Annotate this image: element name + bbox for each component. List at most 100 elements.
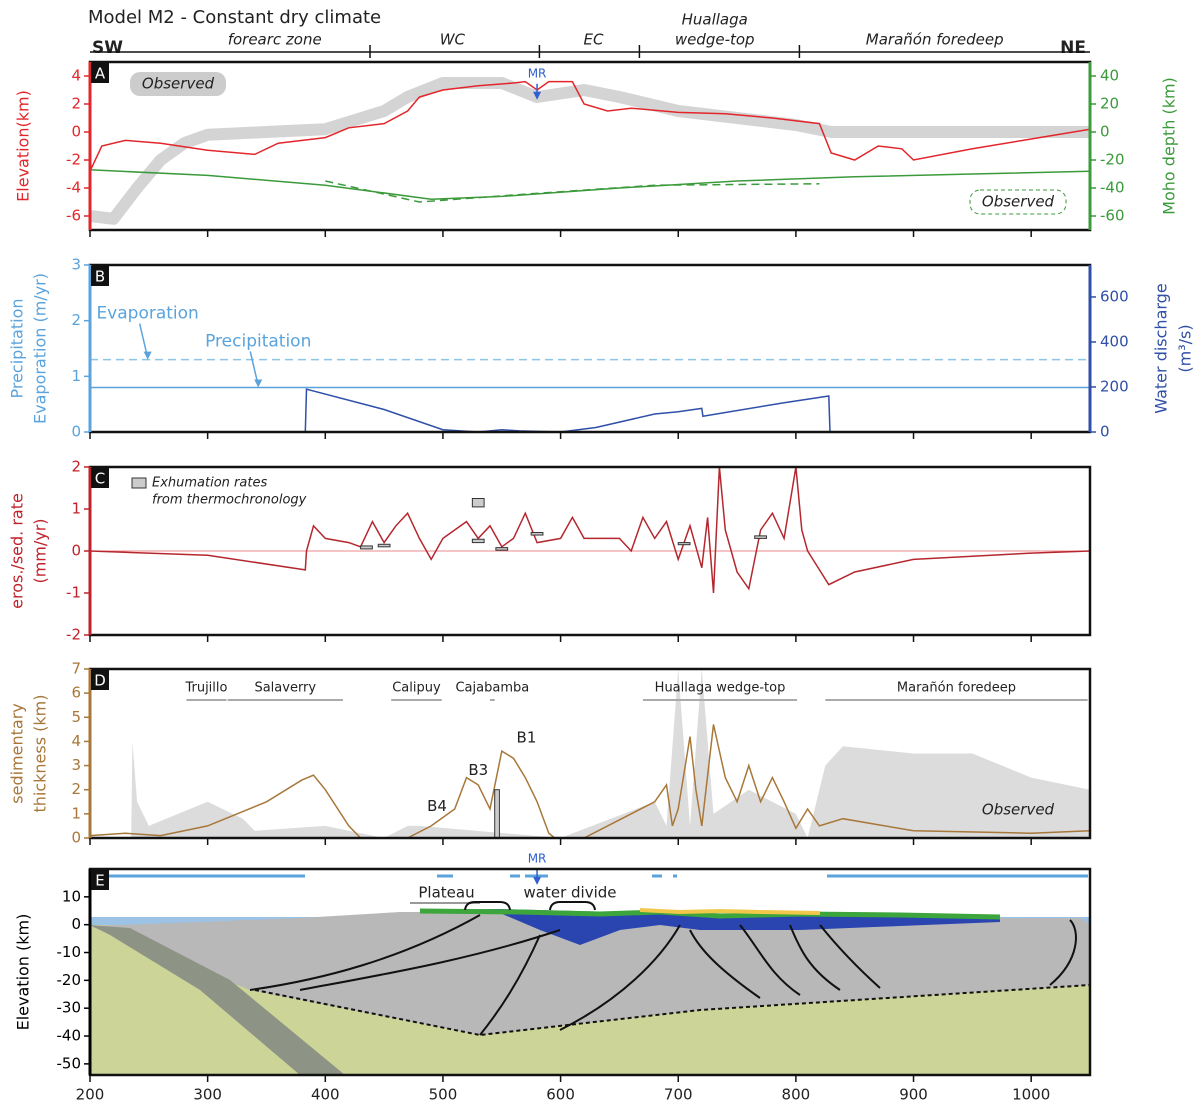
annotation: B4 [427, 797, 447, 815]
annotation: MR [528, 851, 547, 865]
data-box [377, 543, 391, 548]
chart-title: Model M2 - Constant dry climate [88, 7, 381, 28]
y-tick-label: -40 [57, 1027, 82, 1045]
range-label: Cajabamba [455, 681, 529, 696]
y2-tick-label: 20 [1100, 95, 1119, 113]
y-tick-label: 7 [71, 660, 81, 678]
y2-tick-label: 200 [1100, 377, 1129, 395]
cross-section [90, 874, 1091, 1075]
x-tick-label: 200 [76, 1086, 105, 1104]
y-tick-label: 1 [71, 367, 81, 385]
y-tick-label: 0 [71, 123, 81, 141]
axis-label: sedimentary [8, 703, 27, 803]
data-box [495, 547, 509, 551]
y-tick-label: -6 [66, 207, 81, 225]
x-tick-label: 700 [664, 1086, 693, 1104]
annotation-arrowhead [254, 379, 263, 388]
sediment [419, 908, 1001, 920]
axis-label: eros./sed. rate [8, 493, 27, 609]
sediment [420, 909, 1000, 945]
y-tick-label: 1 [71, 804, 81, 822]
y-tick-label: -30 [57, 999, 82, 1017]
y2-tick-label: 600 [1100, 287, 1129, 305]
x-tick-label: 500 [429, 1086, 458, 1104]
fault [1049, 919, 1077, 986]
y-tick-label: -10 [57, 943, 82, 961]
y-tick-label: 0 [71, 423, 81, 441]
y-tick-label: 4 [71, 67, 81, 85]
x-tick-label: 600 [546, 1086, 575, 1104]
y-tick-label: 4 [71, 732, 81, 750]
x-tick-label: 900 [899, 1086, 928, 1104]
y-tick-label: -1 [66, 584, 81, 602]
axis-label: Elevation (km) [14, 914, 33, 1031]
axis-label: Evaporation (m/yr) [31, 273, 50, 424]
y-tick-label: -4 [66, 179, 81, 197]
y2-tick-label: -20 [1100, 151, 1125, 169]
fault [479, 934, 541, 1036]
y2-tick-label: 40 [1100, 67, 1119, 85]
panel-label: E [95, 872, 104, 890]
legend-label: Observed [982, 193, 1055, 211]
range-label: Trujillo [184, 681, 227, 696]
y-tick-label: 2 [71, 458, 81, 476]
y2-tick-label: 400 [1100, 332, 1129, 350]
y-tick-label: -2 [66, 626, 81, 644]
y-tick-label: 10 [62, 887, 81, 905]
range-label: Calipuy [392, 681, 441, 696]
y-tick-label: 0 [71, 542, 81, 560]
panel-label-box [91, 870, 109, 890]
legend-label: Exhumation rates [152, 476, 267, 491]
sediment [639, 908, 821, 915]
range-label: Marañón foredeep [897, 681, 1016, 696]
legend-label: Observed [982, 801, 1055, 819]
annotation: water divide [524, 883, 617, 901]
zone-label: WC [440, 31, 466, 49]
annotation: Plateau [418, 883, 474, 901]
annotation: Evaporation [96, 304, 198, 324]
zone-label: Huallaga [682, 11, 748, 29]
plot-area [90, 358, 1090, 433]
fault [689, 929, 761, 999]
axis-label: (mm/yr) [31, 518, 50, 583]
panel-label: C [95, 470, 105, 488]
legend-box [969, 189, 1067, 215]
data-box [530, 532, 544, 536]
y-tick-label: 0 [71, 915, 81, 933]
x-tick-label: 400 [311, 1086, 340, 1104]
data-box [360, 545, 373, 550]
axis-label: Elevation(km) [14, 90, 33, 202]
annotation: B3 [468, 761, 488, 779]
axis-label: Moho depth (km) [1160, 77, 1179, 215]
y-tick-label: 2 [71, 95, 81, 113]
legend-box [130, 72, 226, 96]
line [89, 466, 1091, 594]
annotation: Precipitation [205, 331, 311, 351]
panel-label: A [95, 65, 106, 83]
zone-label: Marañón foredeep [866, 31, 1004, 49]
end-label: NE [1060, 38, 1086, 58]
zone-label: forearc zone [228, 31, 322, 49]
annotation: MR [528, 66, 547, 80]
range-label: Salaverry [254, 681, 316, 696]
annotation: B1 [517, 728, 537, 746]
panel-label: D [94, 672, 106, 690]
line [89, 169, 1091, 200]
y2-tick-label: -60 [1100, 207, 1125, 225]
legend-label: from thermochronology [152, 493, 307, 508]
zone-label: wedge-top [675, 31, 755, 49]
legend-box [131, 477, 147, 489]
y2-tick-label: -40 [1100, 179, 1125, 197]
fault [299, 929, 561, 991]
area [90, 669, 1090, 838]
line [89, 77, 1090, 225]
line [89, 80, 1091, 172]
bracket [464, 901, 511, 911]
y-tick-label: 2 [71, 780, 81, 798]
axis-label: (m³/s) [1176, 324, 1195, 372]
y-tick-label: 3 [71, 756, 81, 774]
axis-label: Precipitation [8, 298, 27, 398]
data-box [494, 789, 500, 839]
fault [789, 924, 841, 991]
